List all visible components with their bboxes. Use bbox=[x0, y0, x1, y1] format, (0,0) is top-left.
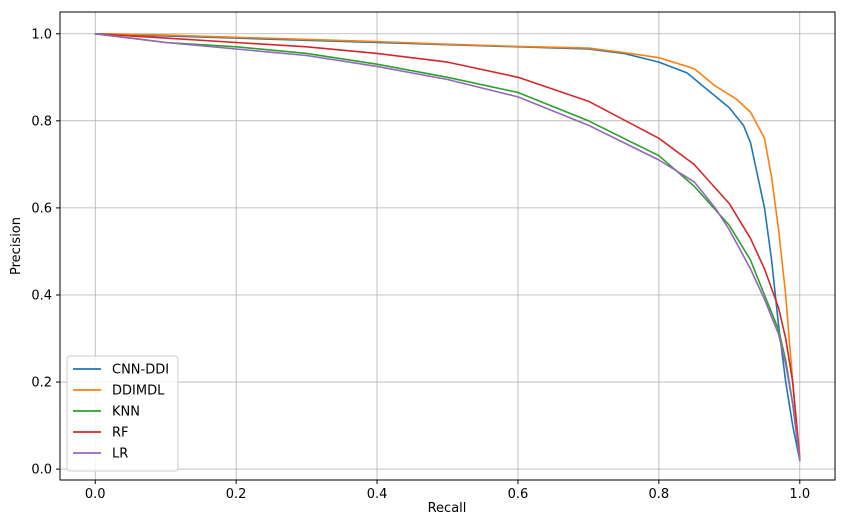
x-tick-label: 0.6 bbox=[508, 487, 529, 502]
y-tick-label: 1.0 bbox=[31, 27, 52, 42]
y-tick-label: 0.2 bbox=[31, 376, 52, 391]
series-line-cnn-ddi bbox=[94, 32, 801, 462]
series-line-ddimdl bbox=[94, 32, 801, 457]
legend-label-lr: LR bbox=[112, 447, 128, 462]
series-layer bbox=[94, 32, 801, 462]
x-axis: 0.0 0.2 0.4 0.6 0.8 1.0 bbox=[85, 480, 810, 502]
legend-label-cnn-ddi: CNN-DDI bbox=[112, 363, 169, 378]
x-tick-label: 1.0 bbox=[789, 487, 810, 502]
y-tick-label: 0.6 bbox=[31, 201, 52, 216]
legend-label-rf: RF bbox=[112, 426, 129, 441]
y-tick-label: 0.8 bbox=[31, 114, 52, 129]
legend-box bbox=[66, 355, 179, 472]
grid bbox=[60, 12, 835, 480]
x-tick-label: 0.8 bbox=[649, 487, 670, 502]
series-line-rf bbox=[94, 32, 801, 462]
legend: CNN-DDI DDIMDL KNN RF LR bbox=[66, 355, 179, 472]
x-tick-label: 0.2 bbox=[226, 487, 247, 502]
series-line-lr bbox=[94, 32, 801, 462]
y-axis: 0.0 0.2 0.4 0.6 0.8 1.0 bbox=[31, 27, 60, 478]
legend-label-ddimdl: DDIMDL bbox=[112, 384, 165, 399]
x-tick-label: 0.0 bbox=[85, 487, 106, 502]
y-tick-label: 0.4 bbox=[31, 288, 52, 303]
series-line-knn bbox=[94, 32, 801, 462]
legend-label-knn: KNN bbox=[112, 405, 140, 420]
x-tick-label: 0.4 bbox=[367, 487, 388, 502]
x-axis-label: Recall bbox=[428, 501, 467, 516]
plot-frame bbox=[59, 11, 836, 481]
y-tick-label: 0.0 bbox=[31, 463, 52, 478]
y-axis-label: Precision bbox=[9, 217, 24, 275]
